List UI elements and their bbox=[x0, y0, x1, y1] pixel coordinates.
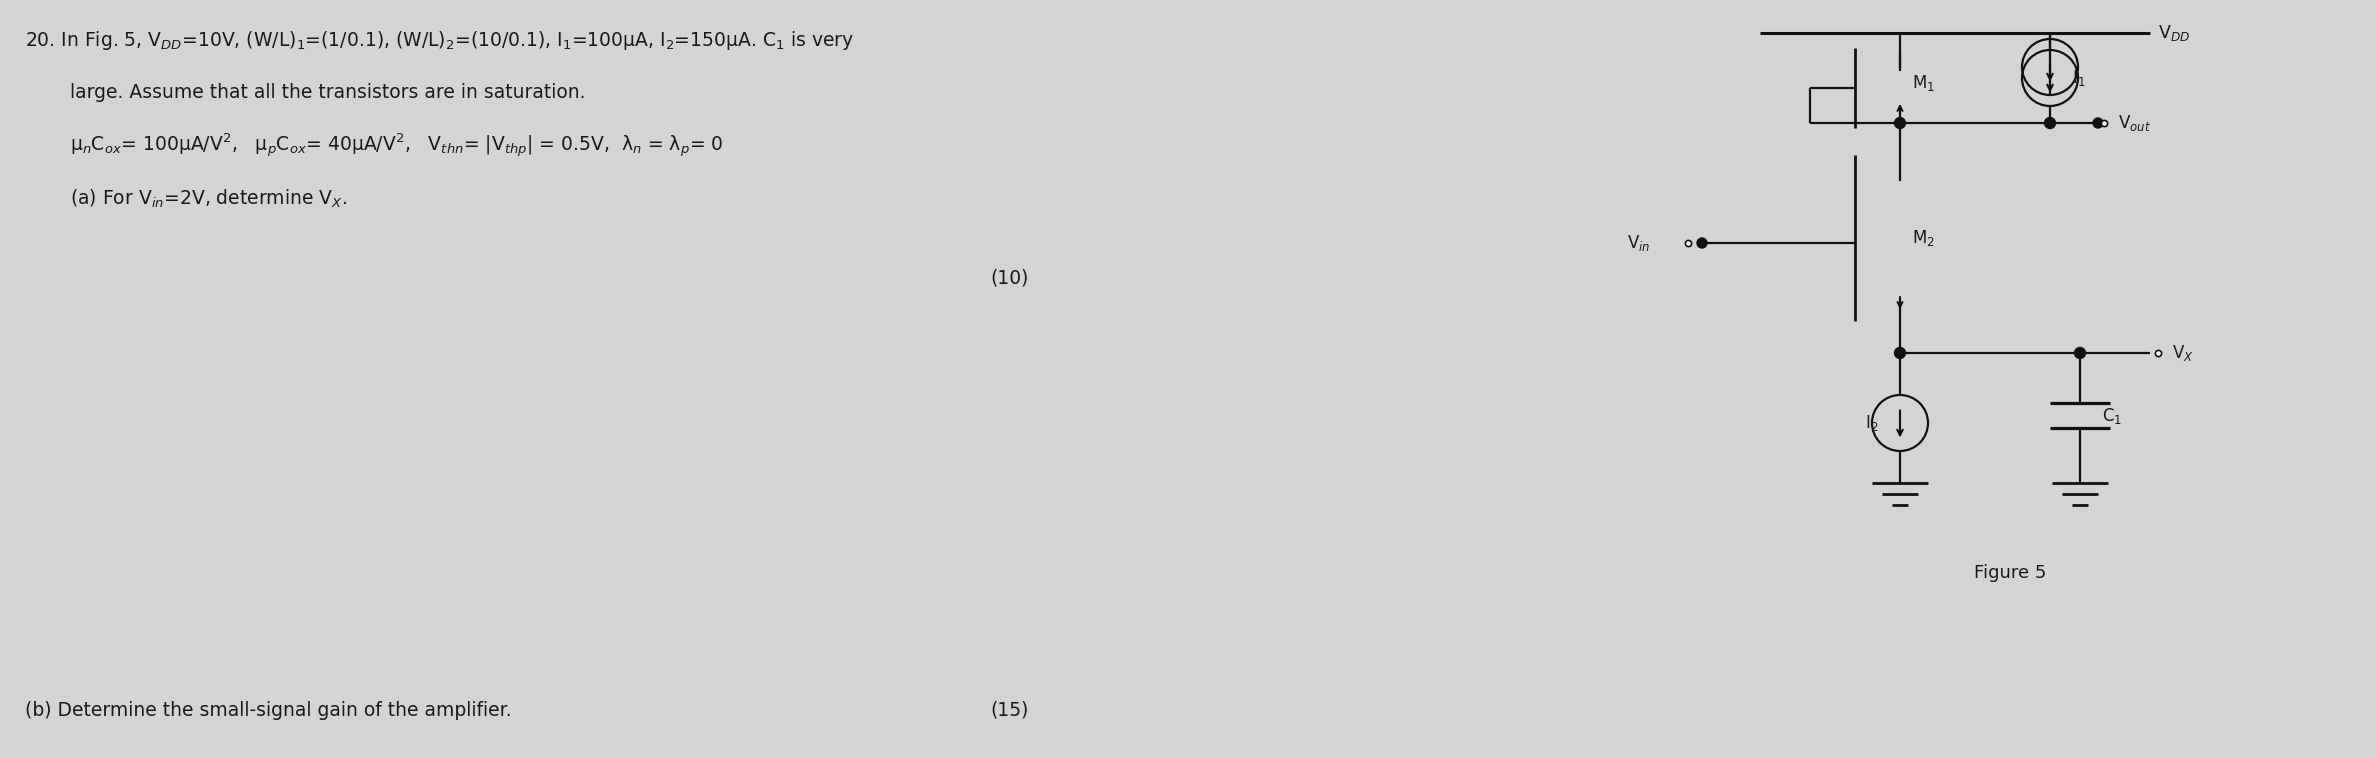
Text: (10): (10) bbox=[991, 268, 1029, 287]
Circle shape bbox=[2074, 347, 2086, 359]
Text: V$_{DD}$: V$_{DD}$ bbox=[2157, 23, 2191, 43]
Circle shape bbox=[2093, 118, 2103, 128]
Text: V$_{out}$: V$_{out}$ bbox=[2117, 113, 2150, 133]
Text: V$_X$: V$_X$ bbox=[2172, 343, 2193, 363]
Text: M$_1$: M$_1$ bbox=[1913, 73, 1934, 93]
Circle shape bbox=[1696, 238, 1706, 248]
Text: M$_2$: M$_2$ bbox=[1913, 228, 1934, 248]
Text: (b) Determine the small-signal gain of the amplifier.: (b) Determine the small-signal gain of t… bbox=[26, 700, 511, 719]
Circle shape bbox=[1894, 347, 1906, 359]
Text: I$_2$: I$_2$ bbox=[1865, 413, 1877, 433]
Text: (a) For V$_{in}$=2V, determine V$_X$.: (a) For V$_{in}$=2V, determine V$_X$. bbox=[69, 188, 347, 210]
Text: V$_{in}$: V$_{in}$ bbox=[1628, 233, 1649, 253]
Text: I$_1$: I$_1$ bbox=[2072, 68, 2086, 88]
Text: large. Assume that all the transistors are in saturation.: large. Assume that all the transistors a… bbox=[69, 83, 584, 102]
Circle shape bbox=[2043, 117, 2055, 129]
Text: Figure 5: Figure 5 bbox=[1974, 564, 2046, 582]
Text: C$_1$: C$_1$ bbox=[2103, 406, 2122, 425]
Circle shape bbox=[1894, 117, 1906, 129]
Text: (15): (15) bbox=[991, 700, 1029, 719]
Text: 20. In Fig. 5, V$_{DD}$=10V, (W/L)$_1$=(1/0.1), (W/L)$_2$=(10/0.1), I$_1$=100μA,: 20. In Fig. 5, V$_{DD}$=10V, (W/L)$_1$=(… bbox=[26, 29, 853, 52]
Text: μ$_n$C$_{ox}$= 100μA/V$^2$,   μ$_p$C$_{ox}$= 40μA/V$^2$,   V$_{thn}$= |V$_{thp}$: μ$_n$C$_{ox}$= 100μA/V$^2$, μ$_p$C$_{ox}… bbox=[69, 132, 722, 160]
